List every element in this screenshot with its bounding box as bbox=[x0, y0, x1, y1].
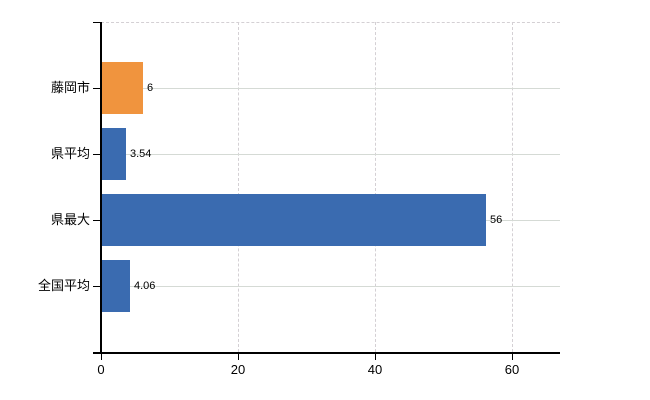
y-axis-tick bbox=[93, 220, 101, 221]
value-label: 56 bbox=[490, 214, 503, 226]
category-label: 藤岡市 bbox=[50, 80, 90, 95]
x-gridline bbox=[375, 22, 377, 352]
category-label: 県平均 bbox=[50, 146, 90, 161]
x-axis-tick bbox=[238, 352, 239, 360]
x-tick-label: 0 bbox=[97, 362, 105, 377]
x-axis-tick bbox=[101, 352, 102, 360]
x-gridline bbox=[512, 22, 514, 352]
category-label: 県最大 bbox=[50, 212, 90, 227]
value-label: 3.54 bbox=[130, 148, 152, 160]
bar bbox=[102, 128, 126, 180]
category-gridline bbox=[101, 88, 560, 89]
x-axis-tick bbox=[375, 352, 377, 360]
y-axis-top-tick bbox=[93, 22, 101, 23]
x-axis-tick bbox=[512, 352, 514, 360]
x-gridline bbox=[238, 22, 239, 352]
value-label: 6 bbox=[147, 82, 154, 94]
category-gridline bbox=[101, 154, 560, 155]
x-tick-label: 40 bbox=[367, 362, 383, 377]
value-label: 4.06 bbox=[134, 280, 156, 292]
x-tick-label: 60 bbox=[504, 362, 520, 377]
plot-top-border bbox=[101, 22, 560, 23]
bar bbox=[102, 62, 143, 114]
bar bbox=[102, 194, 486, 246]
x-tick-label: 20 bbox=[230, 362, 246, 377]
category-gridline bbox=[101, 286, 560, 287]
y-axis-tick bbox=[93, 286, 101, 287]
y-axis-line bbox=[100, 22, 102, 352]
x-axis-line bbox=[93, 352, 560, 354]
y-axis-tick bbox=[93, 88, 101, 89]
y-axis-tick bbox=[93, 154, 101, 155]
category-label: 全国平均 bbox=[37, 278, 90, 293]
bar bbox=[102, 260, 130, 312]
